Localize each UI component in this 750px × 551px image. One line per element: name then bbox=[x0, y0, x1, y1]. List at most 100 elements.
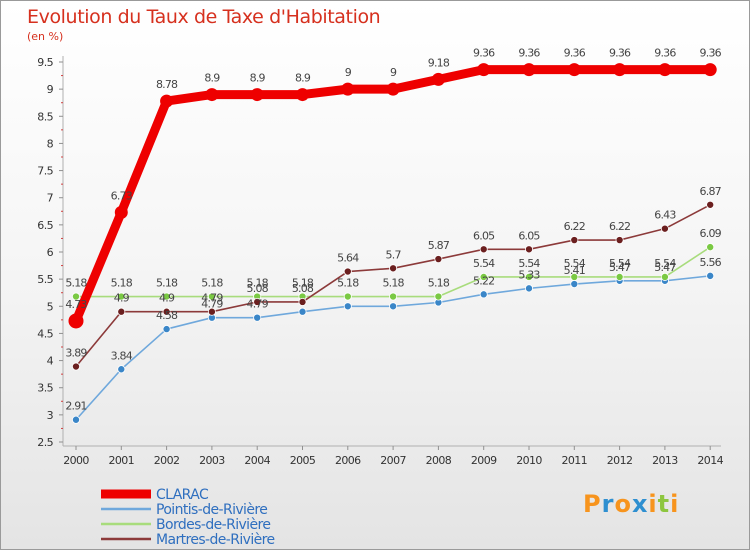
data-point bbox=[522, 63, 536, 77]
x-tick-label: 2007 bbox=[380, 454, 406, 467]
data-label: 5.18 bbox=[292, 277, 314, 290]
x-tick-label: 2010 bbox=[516, 454, 542, 467]
data-label: 5.47 bbox=[654, 261, 676, 274]
data-label: 4.79 bbox=[201, 298, 223, 311]
data-label: 9 bbox=[390, 66, 397, 79]
y-tick-label: 5 bbox=[47, 300, 54, 313]
data-label: 9.36 bbox=[700, 47, 722, 60]
data-label: 4.79 bbox=[201, 292, 223, 305]
data-point bbox=[386, 82, 400, 96]
data-point bbox=[253, 297, 262, 306]
data-label: 6.43 bbox=[654, 209, 676, 222]
data-point bbox=[706, 271, 715, 280]
data-point bbox=[117, 365, 126, 374]
data-label: 5.54 bbox=[654, 257, 676, 270]
data-point bbox=[434, 255, 443, 264]
data-point bbox=[298, 307, 307, 316]
data-point bbox=[162, 325, 171, 334]
chart-title: Evolution du Taux de Taxe d'Habitation bbox=[27, 6, 381, 28]
data-point bbox=[570, 280, 579, 289]
data-label: 5.64 bbox=[337, 252, 359, 265]
data-point bbox=[525, 272, 534, 281]
chart-subtitle: (en %) bbox=[27, 30, 64, 43]
data-point bbox=[479, 290, 488, 299]
data-label: 5.54 bbox=[473, 257, 495, 270]
data-label: 6.87 bbox=[700, 185, 722, 198]
data-point bbox=[343, 292, 352, 301]
logo-letter: o bbox=[614, 490, 632, 518]
logo-letter: r bbox=[601, 490, 615, 518]
data-point bbox=[72, 415, 81, 424]
legend-label: CLARAC bbox=[156, 487, 209, 503]
data-label: 5.18 bbox=[247, 277, 269, 290]
data-point bbox=[567, 63, 581, 77]
data-point bbox=[207, 292, 216, 301]
data-point bbox=[114, 205, 128, 219]
data-label: 3.89 bbox=[65, 347, 87, 360]
y-tick-label: 9.5 bbox=[37, 56, 53, 69]
data-label: 5.87 bbox=[428, 239, 450, 252]
data-label: 9.36 bbox=[609, 47, 631, 60]
data-point bbox=[706, 243, 715, 252]
y-tick-label: 7 bbox=[47, 192, 54, 205]
data-label: 6.05 bbox=[518, 229, 540, 242]
data-label: 5.41 bbox=[564, 264, 585, 277]
data-label: 5.54 bbox=[609, 257, 631, 270]
y-tick-label: 4 bbox=[47, 355, 54, 368]
data-point bbox=[479, 272, 488, 281]
data-label: 8.9 bbox=[295, 72, 311, 85]
logo-letter: x bbox=[631, 490, 649, 518]
data-point bbox=[613, 63, 627, 77]
x-tick-label: 2008 bbox=[426, 454, 452, 467]
data-label: 6.22 bbox=[564, 220, 585, 233]
data-point bbox=[525, 245, 534, 254]
data-point bbox=[389, 264, 398, 273]
data-point bbox=[117, 307, 126, 316]
data-label: 5.7 bbox=[386, 248, 402, 261]
data-label: 6.22 bbox=[609, 220, 630, 233]
x-tick-label: 2012 bbox=[607, 454, 633, 467]
data-label: 4.58 bbox=[156, 309, 178, 322]
logo-letter: i bbox=[648, 490, 658, 518]
data-point bbox=[162, 307, 171, 316]
x-tick-label: 2013 bbox=[652, 454, 678, 467]
data-label: 9.36 bbox=[473, 47, 495, 60]
proxiti-logo: Proxiti bbox=[583, 490, 679, 518]
data-point bbox=[570, 236, 579, 245]
data-point bbox=[205, 88, 219, 102]
data-point bbox=[479, 245, 488, 254]
data-label: 5.18 bbox=[337, 277, 359, 290]
data-point bbox=[72, 292, 81, 301]
data-point bbox=[703, 63, 717, 77]
data-point bbox=[72, 362, 81, 371]
data-point bbox=[343, 302, 352, 311]
logo-letter: i bbox=[670, 490, 680, 518]
x-tick-label: 2014 bbox=[697, 454, 723, 467]
data-label: 9.36 bbox=[564, 47, 586, 60]
y-tick-label: 3 bbox=[47, 409, 54, 422]
y-tick-label: 8.5 bbox=[37, 110, 53, 123]
data-label: 5.18 bbox=[111, 277, 133, 290]
x-tick-label: 2011 bbox=[561, 454, 587, 467]
data-label: 8.78 bbox=[156, 78, 178, 91]
data-point bbox=[389, 302, 398, 311]
data-label: 5.08 bbox=[247, 282, 269, 295]
data-label: 4.79 bbox=[247, 298, 269, 311]
data-label: 5.33 bbox=[518, 268, 540, 281]
data-point bbox=[207, 307, 216, 316]
data-point bbox=[615, 236, 624, 245]
data-label: 8.9 bbox=[250, 72, 266, 85]
data-label: 6.73 bbox=[111, 189, 133, 202]
data-label: 5.54 bbox=[564, 257, 586, 270]
data-point bbox=[68, 313, 84, 329]
data-label: 5.47 bbox=[609, 261, 631, 274]
data-label: 5.18 bbox=[201, 277, 223, 290]
data-label: 5.18 bbox=[65, 277, 87, 290]
y-tick-label: 5.5 bbox=[37, 273, 53, 286]
y-tick-label: 2.5 bbox=[37, 436, 53, 449]
logo-letter: P bbox=[583, 490, 602, 518]
data-label: 8.9 bbox=[204, 72, 220, 85]
data-point bbox=[296, 88, 309, 102]
data-label: 3.84 bbox=[111, 349, 133, 362]
